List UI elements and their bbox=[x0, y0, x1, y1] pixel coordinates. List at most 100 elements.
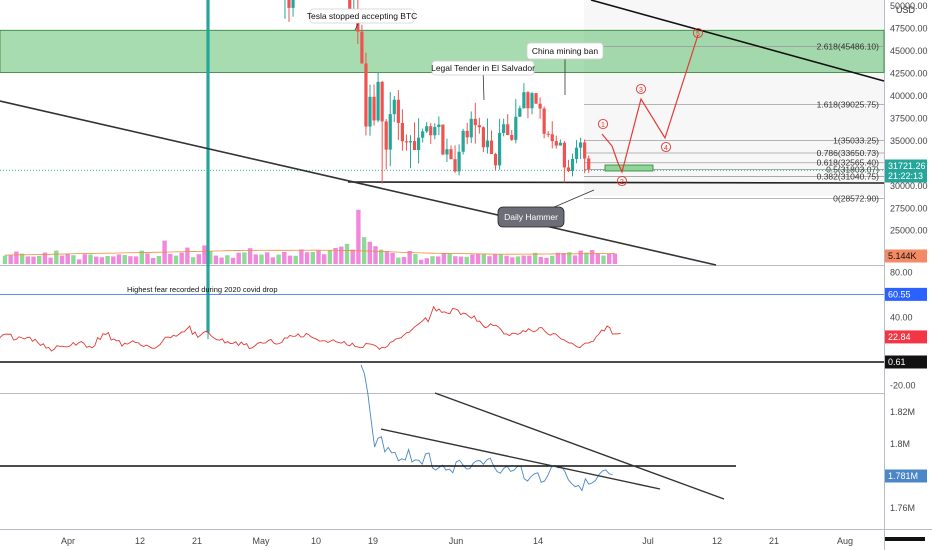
candle-body bbox=[449, 149, 453, 160]
volume-bar bbox=[561, 253, 566, 264]
fear-tick-label: -20.00 bbox=[890, 380, 916, 390]
volume-bar bbox=[441, 253, 447, 264]
candle-body bbox=[408, 141, 413, 143]
annotation-daily-hammer-text: Daily Hammer bbox=[504, 212, 558, 222]
candle-body bbox=[368, 96, 372, 127]
volume-bar bbox=[601, 255, 606, 264]
volume-bar bbox=[128, 256, 133, 264]
fib-level-label: 0.786(33650.73) bbox=[817, 148, 880, 158]
volume-bar bbox=[384, 251, 390, 264]
volume-bar bbox=[339, 246, 344, 264]
candle-body bbox=[583, 142, 587, 159]
volume-bar bbox=[2, 255, 8, 264]
volume-bar bbox=[333, 248, 338, 264]
volume-bar bbox=[418, 259, 424, 264]
volume-bar bbox=[373, 246, 378, 264]
wave-label-circle bbox=[660, 141, 672, 153]
volume-bar bbox=[304, 252, 310, 264]
volume-bar bbox=[19, 253, 25, 264]
support-line bbox=[347, 181, 885, 184]
price-tick-label: 35000.00 bbox=[890, 136, 928, 146]
candle-body bbox=[574, 147, 579, 159]
volume-bar bbox=[396, 257, 401, 264]
wave-label: 4 bbox=[664, 145, 668, 152]
candle-body bbox=[425, 126, 429, 132]
candle-body bbox=[538, 103, 542, 109]
volume-bar bbox=[76, 259, 82, 264]
volume-bar bbox=[578, 250, 583, 264]
candle-body bbox=[457, 151, 461, 172]
volume-bar bbox=[37, 255, 42, 264]
volume-bar bbox=[407, 251, 412, 264]
volume-bar bbox=[595, 253, 600, 264]
candle-body bbox=[360, 31, 364, 64]
candle-body bbox=[522, 92, 526, 109]
candle-body bbox=[477, 125, 481, 128]
volume-bar bbox=[8, 255, 13, 264]
candle-body bbox=[376, 81, 380, 121]
volume-bar bbox=[202, 245, 207, 264]
price-tick-label: 47500.00 bbox=[890, 23, 928, 33]
volume-bar bbox=[527, 255, 532, 264]
candle-body bbox=[287, 0, 291, 8]
volume-bar bbox=[589, 250, 595, 264]
volume-bar bbox=[316, 250, 321, 264]
hash-value-badge bbox=[885, 469, 927, 483]
candle-body bbox=[384, 121, 388, 150]
fib-level-label: 0.618(32565.40) bbox=[817, 158, 880, 168]
candle-body bbox=[587, 158, 591, 170]
volume-bar bbox=[453, 256, 458, 264]
candle-body bbox=[506, 124, 510, 135]
volume-bar bbox=[607, 253, 612, 264]
volume-bar bbox=[213, 255, 219, 264]
candle-body bbox=[417, 137, 421, 151]
entry-zone bbox=[604, 164, 654, 172]
volume-badge bbox=[885, 249, 927, 263]
volume-bar bbox=[82, 254, 87, 264]
volume-bar bbox=[276, 254, 281, 264]
volume-bar bbox=[287, 255, 293, 264]
volume-bar bbox=[259, 254, 264, 264]
volume-bar bbox=[430, 256, 435, 264]
currency-label: USD bbox=[896, 5, 916, 15]
time-tick-label: Aug bbox=[837, 536, 853, 546]
volume-bar bbox=[219, 257, 224, 264]
candle-body bbox=[498, 132, 502, 166]
volume-bar bbox=[544, 257, 549, 264]
volume-bar bbox=[71, 255, 76, 264]
volume-bar bbox=[94, 256, 99, 264]
volume-bar bbox=[424, 258, 429, 264]
fear-low-badge-text: 0.61 bbox=[888, 357, 906, 367]
volume-bar bbox=[344, 243, 350, 264]
volume-bar bbox=[14, 251, 19, 264]
annotation-tesla bbox=[309, 8, 415, 24]
candle-body bbox=[550, 134, 554, 142]
volume-bar bbox=[458, 256, 464, 264]
candle-body bbox=[542, 108, 546, 134]
fib-level-label: 0.5(31803.07) bbox=[826, 165, 879, 175]
volume-bar bbox=[555, 252, 561, 264]
candle-body bbox=[558, 142, 562, 146]
annotation-tesla-text: Tesla stopped accepting BTC bbox=[307, 11, 418, 21]
candle-body bbox=[372, 96, 376, 121]
volume-bar bbox=[567, 252, 572, 264]
price-tick-label: 30000.00 bbox=[890, 181, 928, 191]
candle-body bbox=[485, 140, 490, 148]
volume-bar bbox=[413, 254, 418, 264]
price-tick-label: 37500.00 bbox=[890, 113, 928, 123]
volume-bar bbox=[550, 255, 555, 264]
volume-badge-text: 5.144K bbox=[888, 251, 917, 261]
wave-label-circle bbox=[635, 83, 647, 95]
time-tick-label: 19 bbox=[368, 536, 378, 546]
volume-bar bbox=[99, 257, 105, 264]
hash-trend-line bbox=[380, 428, 661, 490]
volume-bar bbox=[515, 256, 521, 264]
volume-bar bbox=[179, 252, 184, 264]
volume-bar bbox=[367, 241, 372, 264]
volume-ma-line bbox=[4, 249, 615, 256]
volume-bar bbox=[65, 253, 70, 264]
time-tick-label: Jul bbox=[642, 536, 654, 546]
candle-body bbox=[421, 131, 425, 138]
volume-bar bbox=[532, 252, 538, 264]
